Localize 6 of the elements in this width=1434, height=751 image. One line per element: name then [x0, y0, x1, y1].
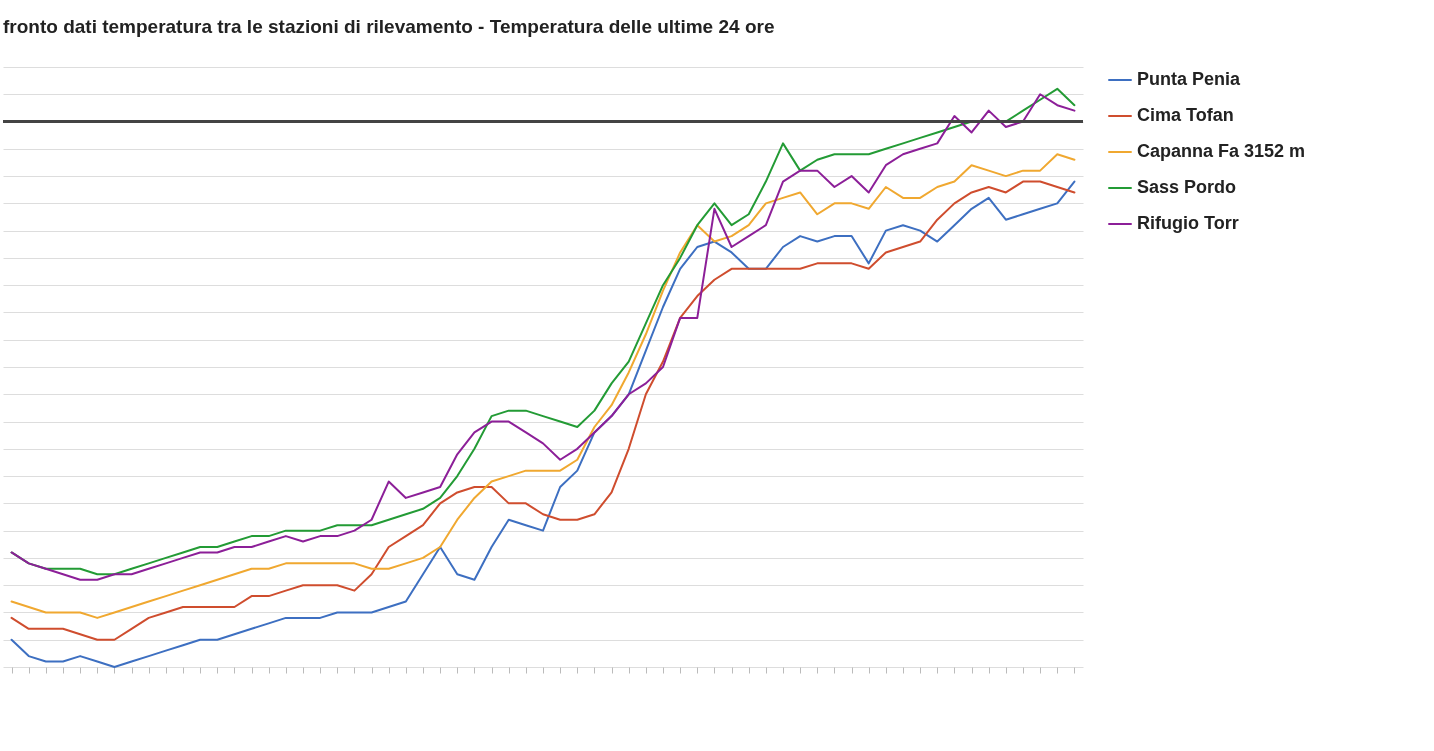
- legend-label: Cima Tofan: [1137, 105, 1234, 125]
- legend-label: Sass Pordo: [1137, 177, 1237, 197]
- legend-label: Rifugio Torr: [1137, 213, 1239, 233]
- chart-title: fronto dati temperatura tra le stazioni di rilevamento - Temperatura delle ultime 24 ore: [3, 16, 775, 37]
- legend-label: Capanna Fa 3152 m: [1137, 141, 1306, 161]
- legend-label: Punta Penia: [1137, 69, 1242, 89]
